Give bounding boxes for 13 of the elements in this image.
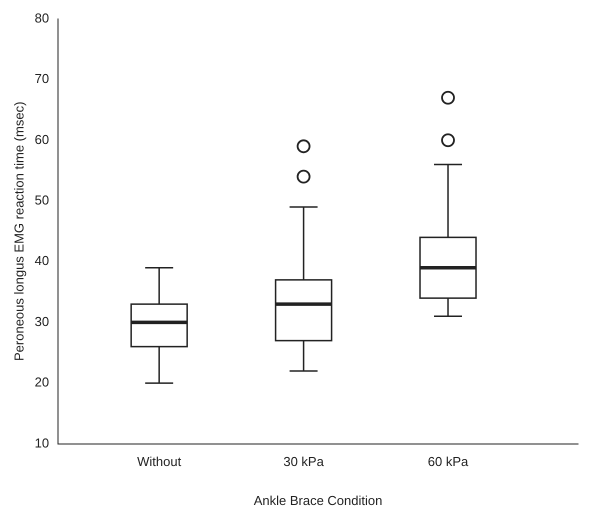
y-tick-label: 30 — [34, 314, 50, 329]
y-tick-label: 80 — [34, 10, 50, 26]
y-tick-label: 60 — [34, 132, 50, 147]
x-tick-label: 60 kPa — [428, 454, 470, 470]
x-tick-label: 30 kPa — [283, 454, 325, 470]
y-tick-label: 40 — [34, 253, 50, 268]
y-tick-label: 10 — [34, 435, 50, 450]
x-axis-title: Ankle Brace Condition — [254, 492, 382, 508]
x-tick-label: Without — [137, 454, 182, 470]
y-tick-label: 50 — [34, 192, 50, 208]
y-axis-title: Peroneous longus EMG reaction time (msec) — [11, 102, 26, 361]
y-tick-label: 70 — [34, 71, 50, 86]
y-tick-label: 20 — [34, 374, 50, 390]
